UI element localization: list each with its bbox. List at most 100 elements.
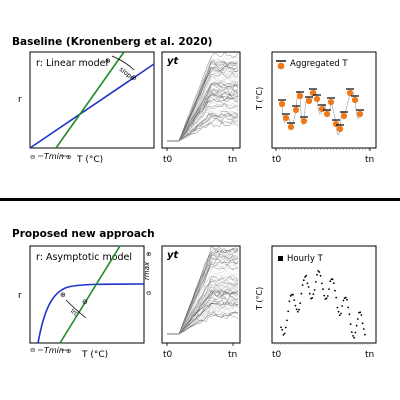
aggregated-point <box>346 89 354 97</box>
spaghetti-line <box>167 61 239 142</box>
hourly-dots <box>280 270 366 339</box>
spaghetti-line <box>167 81 239 142</box>
hourly-dot <box>311 297 314 299</box>
hourly-dot <box>347 306 350 309</box>
hourly-dot <box>320 282 323 285</box>
tmin2-minus-icon: ⊖ <box>30 346 35 354</box>
spaghetti-line <box>167 313 239 335</box>
hourly-dot <box>304 276 306 278</box>
spaghetti-line <box>167 119 239 142</box>
spaghetti-line <box>167 103 239 142</box>
hourly-dot <box>316 273 318 276</box>
rmax-minus-icon: ⊖ <box>146 289 151 297</box>
hourly-dot <box>364 333 366 336</box>
hourly-dot <box>336 306 339 309</box>
spaghetti-line <box>167 112 239 142</box>
spaghetti-line <box>167 71 239 142</box>
baseline-t0-label: t0 <box>163 155 173 165</box>
spaghetti-line <box>167 95 239 142</box>
spaghetti-line <box>167 52 239 142</box>
hourly-dot <box>284 326 287 329</box>
lrc-minus-icon: ⊖ <box>82 298 88 306</box>
hourly-panel: Hourly T T (°C) t0 tn <box>255 245 377 360</box>
hourly-dot <box>338 314 341 317</box>
hourly-dot <box>342 299 345 302</box>
hourly-dot <box>344 296 347 299</box>
linear-green-line <box>55 51 125 149</box>
spaghetti-line <box>167 309 239 335</box>
hourly-dot <box>319 274 322 277</box>
hourly-dot <box>325 297 328 300</box>
hourly-t0-label: t0 <box>272 350 282 360</box>
hourly-dot <box>323 294 326 297</box>
linear-model-panel: r: Linear model r slope ⊕ ⊖ ⊖ Tmin ⊕ T (… <box>18 51 155 165</box>
aggregated-point <box>327 98 335 106</box>
hourly-dot <box>295 308 298 311</box>
linear-blue-line <box>29 63 155 149</box>
spaghetti-line <box>167 276 239 335</box>
spaghetti-line <box>167 256 239 335</box>
aggregated-legend-marker <box>277 62 285 70</box>
hourly-dot <box>301 284 304 286</box>
spaghetti-line <box>167 103 239 142</box>
hourly-dot <box>318 271 321 273</box>
tmin-minus-icon: ⊖ <box>30 153 35 161</box>
slope-plus-icon: ⊕ <box>105 57 111 65</box>
hourly-dot <box>312 293 315 296</box>
spaghetti-line <box>167 309 239 335</box>
hourly-dot <box>288 300 291 303</box>
hourly-dot <box>283 332 286 335</box>
spaghetti-line <box>167 300 239 335</box>
aggregated-point <box>336 125 344 133</box>
aggregated-point <box>313 95 321 103</box>
spaghetti-line <box>167 312 239 335</box>
baseline-yt-label: yt <box>167 56 180 67</box>
spaghetti-line <box>167 280 239 335</box>
linear-x-axis-label: T (°C) <box>76 155 103 165</box>
spaghetti-line <box>167 284 239 335</box>
hourly-dot <box>308 292 311 295</box>
spaghetti-line <box>167 111 239 142</box>
aggregated-legend-label: Aggregated T <box>290 59 348 69</box>
spaghetti-line <box>167 264 239 335</box>
hourly-legend-label: Hourly T <box>287 254 324 264</box>
aggregated-tn-label: tn <box>365 155 374 165</box>
slope-arrow <box>111 55 135 71</box>
hourly-dot <box>317 270 320 272</box>
aggregated-point <box>292 106 300 114</box>
spaghetti-line <box>167 82 239 142</box>
hourly-dot <box>331 278 334 281</box>
section-divider <box>0 198 400 201</box>
spaghetti-line <box>167 70 239 142</box>
spaghetti-line <box>167 114 239 142</box>
asymptotic-model-panel: r: Asymptotic model r lrc ⊕ ⊖ ⊕ rmax ⊖ ⊖… <box>18 245 151 360</box>
spaghetti-line <box>167 93 239 142</box>
aggregated-y-axis-label: T (°C) <box>255 87 264 111</box>
hourly-dot <box>360 314 363 316</box>
hourly-dot <box>329 280 332 283</box>
baseline-figure: r: Linear model r slope ⊕ ⊖ ⊖ Tmin ⊕ T (… <box>18 51 377 165</box>
hourly-dot <box>332 282 335 284</box>
hourly-dot <box>337 310 340 313</box>
hourly-dot <box>292 293 294 296</box>
hourly-dot <box>300 292 303 295</box>
hourly-dot <box>287 310 290 313</box>
hourly-dot <box>350 331 353 333</box>
spaghetti-line <box>167 61 239 142</box>
spaghetti-line <box>167 302 239 335</box>
hourly-dot <box>314 281 317 283</box>
proposed-yt-label: yt <box>167 250 180 261</box>
spaghetti-line <box>167 86 239 142</box>
hourly-dot <box>298 308 300 311</box>
rmax-plus-icon: ⊕ <box>146 250 151 258</box>
spaghetti-line <box>167 276 239 335</box>
hourly-dot <box>313 289 316 291</box>
hourly-dot <box>341 305 344 307</box>
proposed-yt-panel: yt t0 tn <box>161 245 241 360</box>
hourly-dot <box>349 323 352 326</box>
hourly-ticks <box>275 343 370 345</box>
spaghetti-line <box>167 298 239 335</box>
tmin-label: Tmin <box>44 152 64 161</box>
slope-minus-icon: ⊖ <box>131 74 137 82</box>
hourly-dot <box>359 311 362 314</box>
